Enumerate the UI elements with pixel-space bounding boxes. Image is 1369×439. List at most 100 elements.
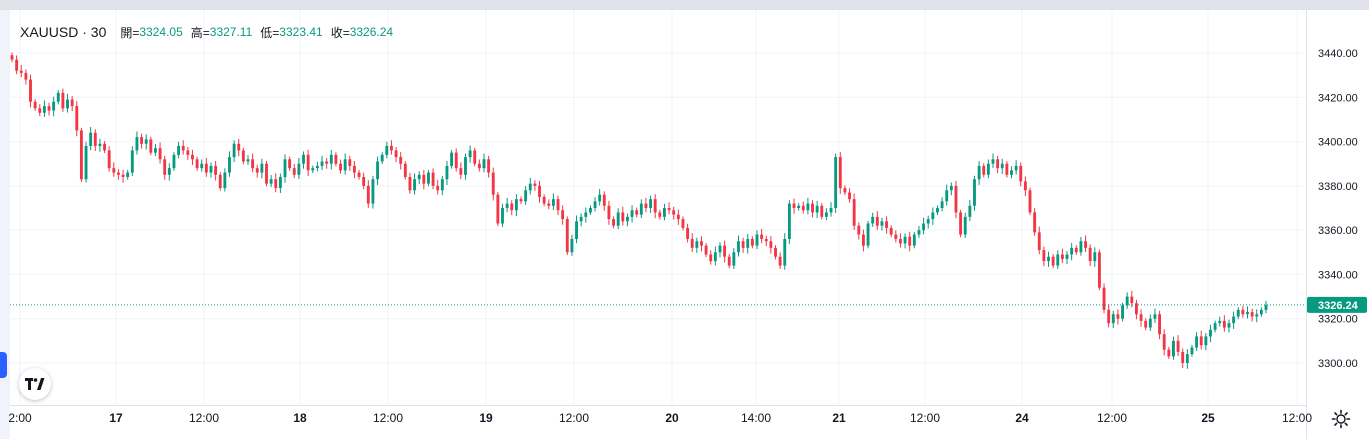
candle-body <box>982 165 986 175</box>
candle <box>1047 251 1050 267</box>
candle <box>473 147 477 167</box>
candle-body <box>912 234 916 246</box>
candle-body <box>255 168 259 173</box>
candle <box>1213 320 1217 333</box>
candle-body <box>24 72 28 80</box>
candle-body <box>857 225 861 235</box>
candle <box>1195 332 1199 351</box>
candle <box>519 196 523 205</box>
candle <box>320 155 324 171</box>
candle-body <box>797 205 801 208</box>
candle <box>427 169 430 187</box>
candle-body <box>15 59 19 71</box>
candle <box>686 223 690 243</box>
candle <box>1033 208 1037 236</box>
candle-body <box>565 219 569 253</box>
symbol-name[interactable]: XAUUSD · 30 <box>20 24 107 40</box>
candle-body <box>746 239 750 248</box>
x-tick-label: 19 <box>479 411 493 425</box>
candle <box>912 231 916 249</box>
candle <box>1190 344 1194 357</box>
candle <box>704 242 708 258</box>
left-edge <box>0 10 10 439</box>
candle-body <box>787 203 791 239</box>
candle <box>390 140 393 155</box>
candle-body <box>612 219 615 226</box>
candle <box>820 203 824 220</box>
candle-body <box>1167 349 1171 357</box>
candle <box>908 231 912 252</box>
y-tick-label: 3400.00 <box>1318 137 1358 149</box>
x-tick-label: 12:00 <box>189 411 219 425</box>
candle-body <box>29 79 32 102</box>
candle <box>917 225 921 239</box>
candle <box>639 199 643 219</box>
candle-body <box>686 227 690 239</box>
candle <box>630 205 634 223</box>
candle-body <box>357 172 361 177</box>
candle-body <box>963 216 967 235</box>
candle-body <box>778 256 782 266</box>
candle <box>1181 348 1185 368</box>
candle <box>325 158 329 169</box>
candle-body <box>427 172 430 184</box>
candle <box>575 215 578 244</box>
side-panel-tab[interactable] <box>0 352 7 378</box>
candle <box>1028 187 1032 216</box>
candle-body <box>741 241 745 248</box>
candle-body <box>144 139 148 144</box>
candle <box>607 200 611 225</box>
candle <box>366 180 370 208</box>
tradingview-logo-icon[interactable] <box>19 368 51 400</box>
candle-body <box>1116 314 1120 319</box>
candle <box>764 235 768 247</box>
candle-body <box>315 165 319 169</box>
candle <box>1144 318 1148 331</box>
candle-body <box>403 163 407 177</box>
candle-body <box>1000 163 1004 169</box>
candle <box>1005 161 1009 178</box>
candle <box>491 167 495 201</box>
candle <box>1037 226 1041 255</box>
candle <box>10 52 14 63</box>
candle <box>172 152 176 171</box>
candle-body <box>1051 256 1055 266</box>
candle <box>75 101 79 137</box>
candle-body <box>1042 250 1046 262</box>
candle-body <box>167 168 171 175</box>
candle <box>570 234 574 256</box>
candle-body <box>181 146 185 151</box>
candle-body <box>218 174 222 189</box>
candle-body <box>709 254 713 262</box>
candle <box>1116 309 1120 325</box>
y-tick-label: 3360.00 <box>1318 225 1358 237</box>
candle <box>1204 332 1208 351</box>
candle <box>769 236 773 254</box>
gear-icon[interactable] <box>1331 409 1351 429</box>
open-label: 開= <box>120 25 140 40</box>
candle-body <box>325 161 329 164</box>
candle <box>1111 310 1115 329</box>
candle <box>89 126 93 151</box>
candle <box>551 193 555 210</box>
candle <box>658 209 662 220</box>
candle-body <box>149 139 153 153</box>
candle-body <box>653 199 657 213</box>
candle-body <box>1102 287 1106 310</box>
candle-body <box>750 239 754 246</box>
candle <box>19 64 23 78</box>
candle <box>1255 309 1259 323</box>
candle <box>144 134 148 150</box>
candle-body <box>885 221 888 228</box>
candle-body <box>843 188 847 193</box>
candle-body <box>598 194 602 202</box>
candle <box>815 200 819 219</box>
candle <box>135 131 139 155</box>
candle-body <box>1264 304 1268 310</box>
x-tick-label: 17 <box>109 411 123 425</box>
candle <box>56 90 60 105</box>
candle-body <box>945 190 949 202</box>
candle <box>191 149 194 166</box>
candle-body <box>334 154 338 164</box>
